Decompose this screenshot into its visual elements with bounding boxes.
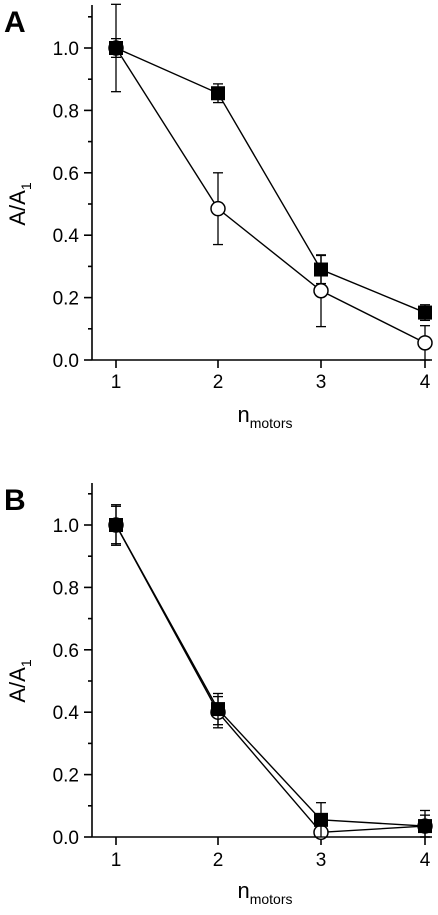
y-tick-label: 0.4 [53,226,80,247]
x-tick-label: 3 [316,850,327,871]
series-line [115,524,426,827]
y-tick-label: 0.4 [53,703,80,724]
y-tick-label: 0.2 [53,766,79,787]
x-tick-label: 2 [213,850,224,871]
x-tick-label: 1 [111,850,122,871]
panel-label: A [4,6,26,39]
series-filled-square [109,505,432,838]
data-point [211,702,225,717]
series-line [115,524,426,834]
series-line [115,47,426,314]
data-point [109,518,123,532]
y-axis-title: A/A1 [5,182,34,225]
data-point [313,282,329,299]
data-point [210,200,226,217]
x-tick-label: 4 [420,372,431,393]
y-tick-label: 0.6 [53,641,79,662]
panel-label: B [4,484,26,517]
series-open-circle [108,504,433,841]
series-line [115,47,426,344]
y-tick-label: 0.0 [53,828,79,849]
y-tick-label: 0.8 [53,101,79,122]
x-axis-title: nmotors [237,878,292,907]
x-axis-title: nmotors [237,402,292,431]
y-tick-label: 0.6 [53,164,79,185]
y-tick-label: 0.8 [53,578,79,599]
y-tick-label: 1.0 [53,39,79,60]
data-point [109,41,123,55]
panel-b: B 0.0 0.2 0.4 0.6 0.8 1.0 1 2 3 4 nmotors A/A1 [4,483,433,907]
panel-a: A 0.0 0.2 0.4 0.6 0.8 1.0 1 2 3 4 nmotors A/A1 [4,3,433,431]
x-tick-label: 4 [420,850,431,871]
data-point [211,86,225,101]
data-point [418,819,432,834]
data-point [314,812,328,827]
series-open-circle [108,3,433,361]
y-axis-title: A/A1 [5,659,34,702]
x-tick-label: 3 [316,372,327,393]
y-tick-label: 0.0 [53,351,79,372]
data-point [314,262,328,277]
y-tick-label: 1.0 [53,516,79,537]
data-point [417,335,433,351]
x-tick-label: 2 [213,372,224,393]
series-filled-square [109,37,432,322]
data-point [418,305,432,320]
x-tick-label: 1 [111,372,122,393]
y-tick-label: 0.2 [53,289,79,310]
